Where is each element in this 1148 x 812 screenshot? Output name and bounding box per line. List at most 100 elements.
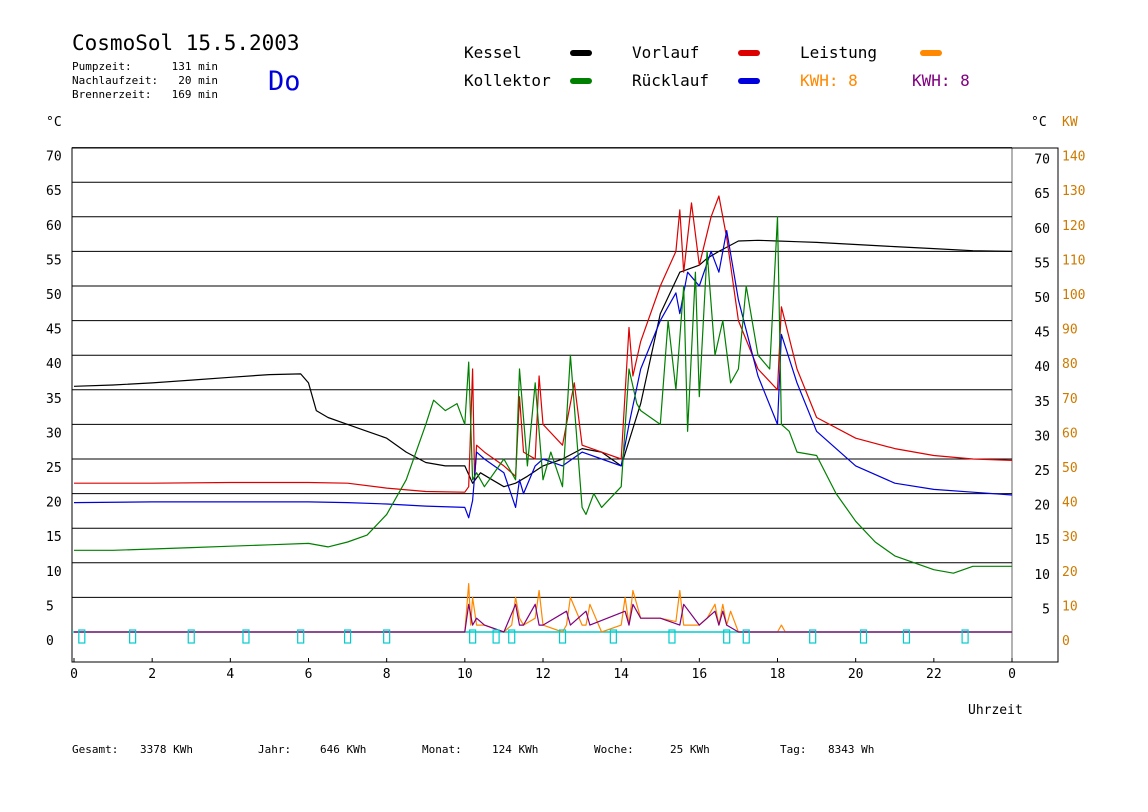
y-right2-tick-label: 90: [1062, 323, 1078, 338]
pump-marker: [129, 629, 137, 644]
footer-tag-value: 8343 Wh: [828, 743, 874, 756]
pump-marker: [187, 629, 195, 644]
pump-marker: [508, 629, 516, 644]
y-right-tick-label: 30: [1034, 429, 1050, 444]
legend-kollektor-label: Kollektor: [464, 71, 551, 90]
x-tick-label: 0: [70, 667, 78, 682]
pump-marker: [558, 629, 567, 644]
y-right2-tick-label: 10: [1062, 599, 1078, 614]
x-tick-label: 16: [692, 667, 708, 682]
y-right-tick-label: 45: [1034, 326, 1050, 341]
x-tick-label: 14: [613, 667, 629, 682]
pump-marker: [961, 629, 969, 644]
chart-title: CosmoSol 15.5.2003: [72, 31, 300, 55]
ticks-group: 7065605550454035302520151050706560555045…: [46, 150, 1085, 682]
y-tick-label: 45: [46, 323, 62, 338]
y-right-tick-label: 50: [1034, 291, 1050, 306]
y-right2-tick-label: 100: [1062, 288, 1085, 303]
y-right-tick-label: 40: [1034, 360, 1050, 375]
pump-marker: [809, 629, 817, 644]
series-line-kessel: [73, 239, 1013, 488]
stat-pumpzeit-value: 131 min: [172, 60, 218, 73]
y-right2-tick-label: 50: [1062, 461, 1078, 476]
footer-tag-label: Tag:: [780, 743, 807, 756]
y-tick-label: 40: [46, 357, 62, 372]
y-tick-label: 10: [46, 565, 62, 580]
pump-marker: [742, 629, 750, 644]
pump-marker: [469, 629, 477, 644]
y-right-tick-label: 55: [1034, 256, 1050, 271]
y-right-tick-label: 20: [1034, 499, 1050, 514]
stat-brennerzeit-value: 169 min: [172, 88, 218, 101]
series-line-leistung: [74, 582, 1012, 633]
y-tick-label: 20: [46, 496, 62, 511]
pump-marker: [242, 629, 250, 644]
legend-vorlauf-swatch: [738, 50, 760, 56]
x-tick-label: 8: [383, 667, 391, 682]
y-right2-tick-label: 30: [1062, 530, 1078, 545]
y-right2-tick-label: 140: [1062, 150, 1085, 165]
y-right2-tick-label: 40: [1062, 496, 1078, 511]
series-line-kollektor: [74, 216, 1012, 574]
footer-gesamt-label: Gesamt:: [72, 743, 118, 756]
plot-frame: [71, 147, 1059, 663]
y-right-tick-label: 5: [1042, 602, 1050, 617]
footer-jahr-value: 646 KWh: [320, 743, 366, 756]
pump-marker: [668, 629, 676, 644]
y-right-tick-label: 15: [1034, 533, 1050, 548]
legend-vorlauf-label: Vorlauf: [632, 43, 699, 62]
pump-marker: [343, 629, 352, 644]
pump-marker: [723, 629, 731, 644]
x-tick-label: 20: [848, 667, 864, 682]
y-tick-label: 35: [46, 392, 62, 407]
legend-leistung-swatch: [920, 50, 942, 56]
y-right2-tick-label: 60: [1062, 426, 1078, 441]
pump-marker: [902, 629, 911, 644]
x-tick-label: 22: [926, 667, 942, 682]
x-tick-label: 4: [226, 667, 234, 682]
y-right2-tick-label: 130: [1062, 184, 1085, 199]
y-left-unit: °C: [46, 115, 62, 130]
y-right2-tick-label: 20: [1062, 565, 1078, 580]
stat-nachlaufzeit-value: 20 min: [178, 74, 218, 87]
x-tick-label: 2: [148, 667, 156, 682]
pump-marker: [297, 629, 305, 644]
y-right2-unit: KW: [1062, 115, 1078, 130]
footer-jahr-label: Jahr:: [258, 743, 291, 756]
stat-brennerzeit-label: Brennerzeit:: [72, 88, 151, 101]
legend-leistung-label: Leistung: [800, 43, 877, 62]
y-tick-label: 30: [46, 426, 62, 441]
pump-marker: [492, 629, 500, 644]
y-right2-tick-label: 80: [1062, 357, 1078, 372]
legend-kwh-purple: KWH: 8: [912, 71, 970, 90]
x-axis-label: Uhrzeit: [968, 703, 1023, 718]
series-line-rcklauf: [73, 230, 1013, 519]
x-tick-label: 10: [457, 667, 473, 682]
y-right2-tick-label: 110: [1062, 253, 1085, 268]
footer-woche-value: 25 KWh: [670, 743, 710, 756]
legend-kessel-swatch: [570, 50, 592, 56]
legend-ruecklauf-label: Rücklauf: [632, 71, 709, 90]
x-tick-label: 0: [1008, 667, 1016, 682]
legend-ruecklauf-swatch: [738, 78, 760, 84]
stat-nachlaufzeit-label: Nachlaufzeit:: [72, 74, 158, 87]
y-tick-label: 25: [46, 461, 62, 476]
y-right-tick-label: 25: [1034, 464, 1050, 479]
y-right-unit: °C: [1031, 115, 1047, 130]
legend-kessel-label: Kessel: [464, 43, 522, 62]
pump-marker: [78, 629, 86, 644]
y-right-tick-label: 60: [1034, 222, 1050, 237]
footer-monat-value: 124 KWh: [492, 743, 538, 756]
legend-kwh-orange: KWH: 8: [800, 71, 858, 90]
y-right2-tick-label: 120: [1062, 219, 1085, 234]
y-tick-label: 60: [46, 219, 62, 234]
y-right2-tick-label: 0: [1062, 634, 1070, 649]
y-tick-label: 15: [46, 530, 62, 545]
x-tick-label: 12: [535, 667, 551, 682]
y-tick-label: 55: [46, 253, 62, 268]
pump-marker: [609, 629, 617, 644]
series-group: [73, 195, 1013, 644]
x-tick-label: 18: [770, 667, 786, 682]
footer-monat-label: Monat:: [422, 743, 462, 756]
